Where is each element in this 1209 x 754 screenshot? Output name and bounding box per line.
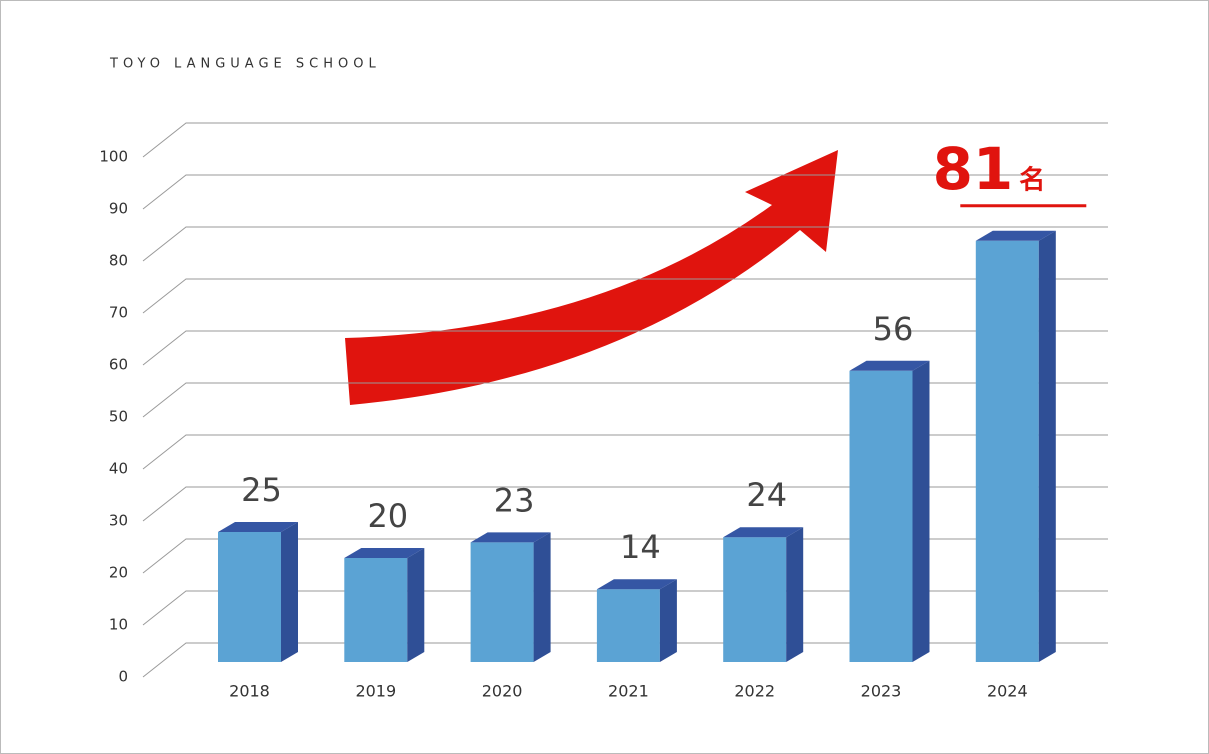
grid-line (142, 174, 1108, 210)
bar (975, 240, 1039, 663)
y-tick-label: 70 (109, 304, 128, 322)
value-label: 25 (241, 471, 282, 509)
y-tick-label: 30 (109, 512, 128, 530)
chart-title: TOYO LANGUAGE SCHOOL (109, 57, 381, 72)
bar-side (786, 527, 804, 662)
value-label: 24 (746, 476, 787, 514)
x-tick-label: 2022 (734, 682, 775, 701)
value-unit: 名 (1019, 164, 1045, 195)
bar-top (344, 548, 425, 558)
grid-line (142, 278, 1108, 314)
bar-top (470, 532, 551, 543)
y-tick-label: 10 (109, 616, 128, 634)
bar-top (723, 527, 804, 538)
y-tick-label: 80 (109, 252, 128, 270)
value-label: 56 (873, 310, 914, 348)
grid-line (142, 122, 1108, 158)
x-tick-label: 2020 (482, 682, 523, 701)
x-tick-label: 2023 (861, 682, 902, 701)
bar (218, 532, 281, 662)
grid-line (142, 486, 1108, 522)
bar-top (849, 360, 930, 371)
bar (596, 589, 660, 662)
y-tick-label: 50 (109, 408, 128, 426)
bar-side (407, 548, 425, 662)
x-tick-label: 2019 (355, 682, 396, 701)
x-tick-label: 2018 (229, 682, 270, 701)
x-tick-label: 2021 (608, 682, 649, 701)
bar-top (218, 522, 298, 532)
bar (849, 370, 913, 662)
bar-side (533, 532, 551, 662)
bar (344, 558, 408, 662)
grid-line (142, 382, 1108, 418)
grid-line (142, 330, 1108, 366)
y-tick-label: 60 (109, 356, 128, 374)
y-tick-label: 40 (109, 460, 128, 478)
growth-arrow (345, 150, 838, 405)
value-label: 20 (367, 497, 408, 535)
grid-line (142, 226, 1108, 262)
y-tick-label: 0 (118, 668, 128, 686)
value-label: 81 (933, 135, 1014, 203)
value-label: 14 (620, 528, 661, 566)
bar-top (596, 579, 677, 590)
bar-top (975, 230, 1056, 241)
y-tick-label: 20 (109, 564, 128, 582)
bar (723, 537, 787, 662)
grid-line (142, 434, 1108, 470)
bar-side (281, 522, 298, 662)
bar (470, 542, 534, 662)
x-tick-label: 2024 (987, 682, 1028, 701)
bar-side (912, 360, 930, 662)
value-label: 23 (494, 481, 535, 519)
bar-side (659, 579, 677, 662)
y-tick-label: 90 (109, 200, 128, 218)
y-tick-label: 100 (99, 148, 128, 166)
bar-side (1038, 230, 1056, 663)
